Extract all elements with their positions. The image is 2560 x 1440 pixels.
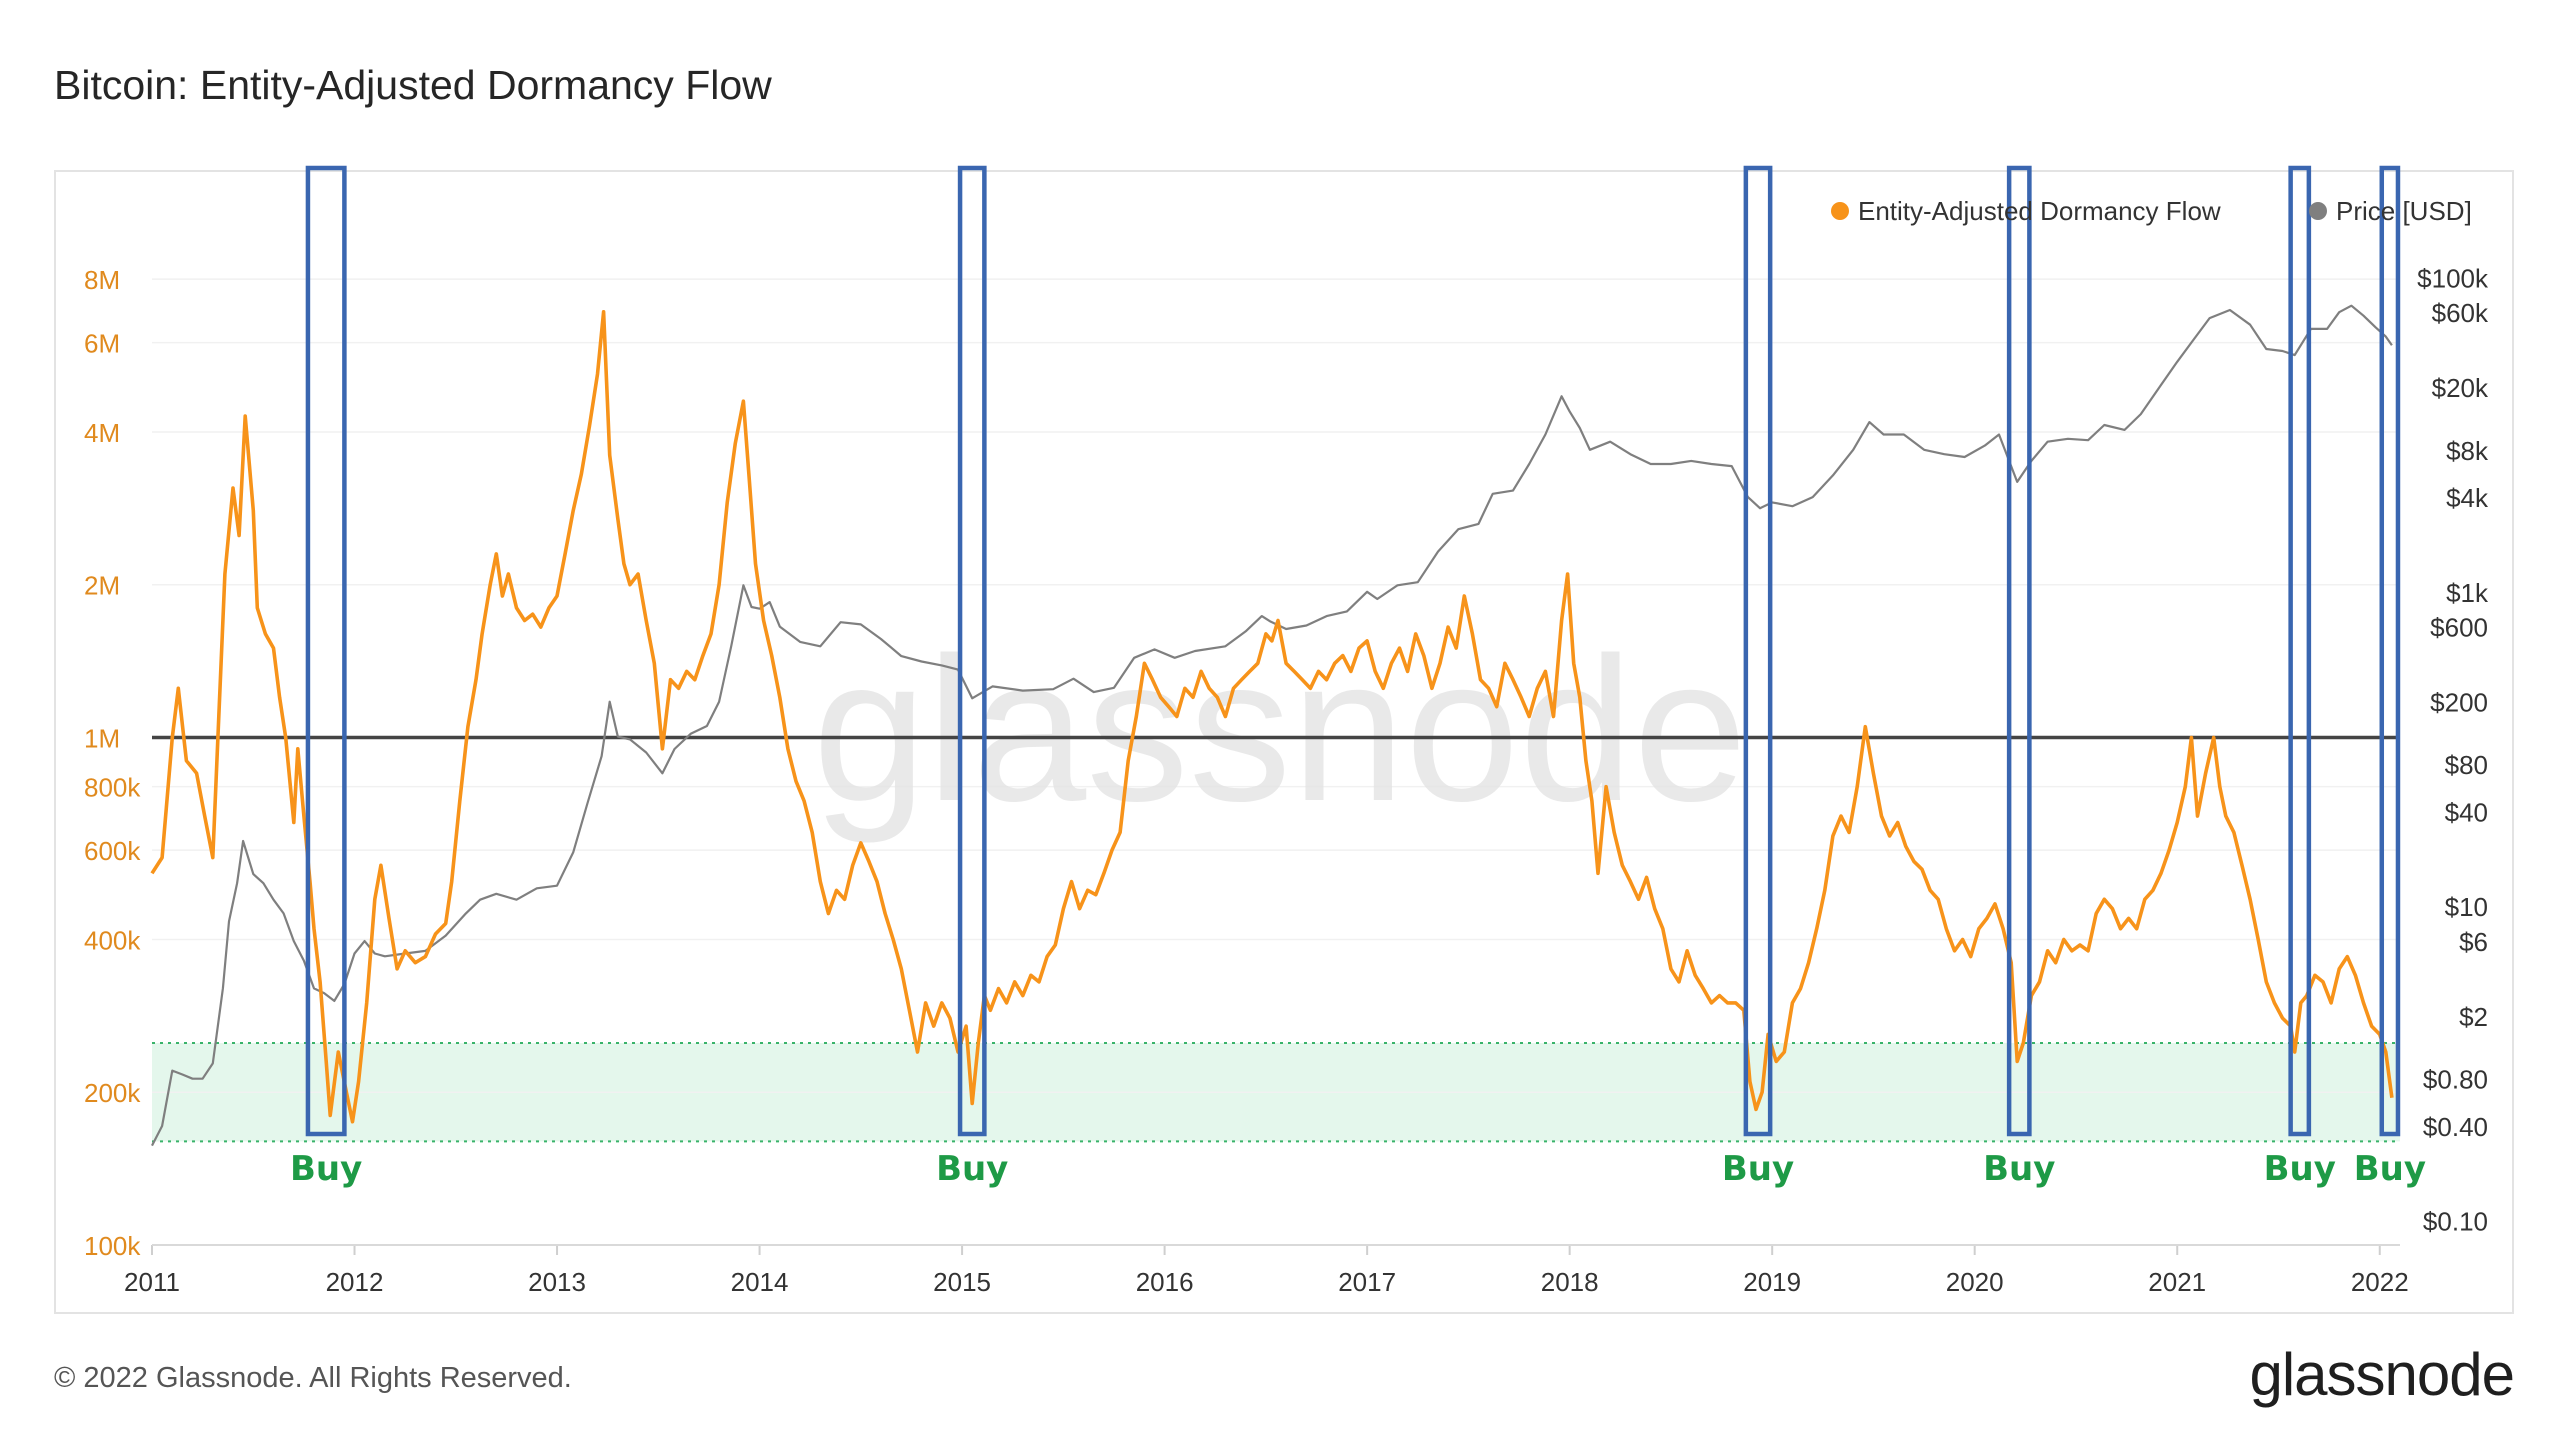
- legend-label-1: Entity-Adjusted Dormancy Flow: [1858, 196, 2221, 226]
- glassnode-logo: glassnode: [2249, 1341, 2515, 1408]
- x-axis-tick-3: 2014: [731, 1267, 789, 1297]
- left-axis-tick-0: 8M: [84, 265, 120, 295]
- page-title: Bitcoin: Entity-Adjusted Dormancy Flow: [54, 62, 772, 108]
- buy-signal-label-1: Buy: [290, 1149, 362, 1189]
- price-series-line: [151, 304, 2393, 1147]
- right-axis-tick-13: $0.80: [2423, 1065, 2488, 1095]
- right-axis-tick-4: $4k: [2446, 483, 2489, 513]
- left-axis-tick-4: 1M: [84, 724, 120, 754]
- right-axis-tick-11: $6: [2459, 927, 2488, 957]
- chart-panel: [54, 170, 2514, 1314]
- buy-signal-box-3: [1743, 165, 1773, 1137]
- left-axis-tick-8: 200k: [84, 1078, 141, 1108]
- buy-signal-box-6: [2379, 165, 2401, 1137]
- right-axis-tick-14: $0.40: [2423, 1112, 2488, 1142]
- right-axis-tick-6: $600: [2430, 613, 2488, 643]
- right-axis-tick-0: $100k: [2417, 263, 2489, 293]
- x-axis-tick-10: 2021: [2148, 1267, 2206, 1297]
- footer-copyright: © 2022 Glassnode. All Rights Reserved.: [54, 1362, 572, 1394]
- x-axis-tick-8: 2019: [1743, 1267, 1801, 1297]
- watermark: glassnode: [813, 615, 1748, 844]
- right-axis-tick-5: $1k: [2446, 578, 2489, 608]
- left-axis-tick-3: 2M: [84, 571, 120, 601]
- right-axis-tick-2: $20k: [2432, 373, 2489, 403]
- buy-signal-label-3: Buy: [1722, 1149, 1794, 1189]
- right-axis-tick-15: $0.10: [2423, 1207, 2488, 1237]
- legend-dot-1: [1831, 202, 1849, 220]
- right-axis-tick-10: $10: [2445, 892, 2488, 922]
- buy-signal-label-2: Buy: [936, 1149, 1008, 1189]
- buy-signal-box-4: [2006, 165, 2032, 1137]
- x-axis-tick-4: 2015: [933, 1267, 991, 1297]
- left-axis-tick-1: 6M: [84, 329, 120, 359]
- right-axis-tick-9: $40: [2445, 798, 2488, 828]
- left-axis-tick-6: 600k: [84, 836, 141, 866]
- x-axis-tick-2: 2013: [528, 1267, 586, 1297]
- x-axis-tick-9: 2020: [1946, 1267, 2004, 1297]
- x-axis-tick-7: 2018: [1541, 1267, 1599, 1297]
- left-axis-tick-2: 4M: [84, 418, 120, 448]
- right-axis-tick-1: $60k: [2432, 298, 2489, 328]
- buy-signal-box-5: [2288, 165, 2312, 1137]
- right-axis-tick-3: $8k: [2446, 436, 2489, 466]
- x-axis-tick-6: 2017: [1338, 1267, 1396, 1297]
- buy-signal-box-1: [305, 165, 347, 1137]
- buy-signal-label-4: Buy: [1983, 1149, 2055, 1189]
- left-axis-tick-7: 400k: [84, 925, 141, 955]
- left-axis-tick-5: 800k: [84, 773, 141, 803]
- buy-signal-box-2: [957, 165, 987, 1137]
- legend-label-2: Price [USD]: [2336, 196, 2472, 226]
- buy-signal-label-5: Buy: [2264, 1149, 2336, 1189]
- right-axis-tick-7: $200: [2430, 688, 2488, 718]
- right-axis-tick-12: $2: [2459, 1002, 2488, 1032]
- x-axis-tick-1: 2012: [326, 1267, 384, 1297]
- x-axis-tick-11: 2022: [2351, 1267, 2409, 1297]
- right-axis-tick-8: $80: [2445, 750, 2488, 780]
- x-axis-tick-5: 2016: [1136, 1267, 1194, 1297]
- left-axis-tick-9: 100k: [84, 1231, 141, 1261]
- legend-dot-2: [2309, 202, 2327, 220]
- x-axis-tick-0: 2011: [124, 1267, 180, 1297]
- dormancy-flow-series-line: [150, 310, 2394, 1124]
- buy-signal-label-6: Buy: [2354, 1149, 2426, 1189]
